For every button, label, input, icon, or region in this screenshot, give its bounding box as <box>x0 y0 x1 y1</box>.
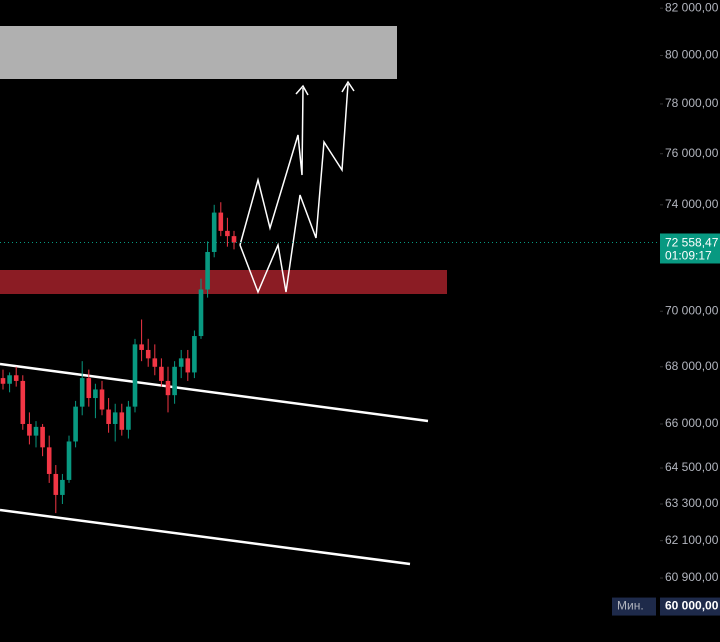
price-label-box <box>660 233 720 264</box>
candle-body <box>33 426 39 436</box>
y-tick-label: 78 000,00 <box>665 96 719 110</box>
candle-body <box>40 426 45 448</box>
y-tick-label: 62 100,00 <box>665 533 719 547</box>
min-value-box <box>660 597 720 616</box>
y-tick-label: 63 300,00 <box>665 496 719 510</box>
candle-body <box>218 212 224 231</box>
candle-body <box>126 406 131 430</box>
candle-body <box>93 389 98 399</box>
y-tick-label: 80 000,00 <box>665 48 719 62</box>
candle-body <box>73 406 78 442</box>
candle-body <box>165 380 171 396</box>
channel-top <box>0 362 429 423</box>
projection-path <box>239 87 304 246</box>
candle-body <box>20 380 26 424</box>
y-tick-label: 76 000,00 <box>665 146 719 160</box>
y-tick-label: 66 000,00 <box>665 416 719 430</box>
candle-body <box>7 375 12 384</box>
y-tick-label: 64 500,00 <box>665 460 719 474</box>
projection-path <box>239 83 349 295</box>
candle-body <box>112 412 118 424</box>
candle-body <box>79 378 85 407</box>
candle-body <box>198 289 204 337</box>
candle-body <box>53 473 59 495</box>
min-tag-box <box>612 597 656 616</box>
candle-body <box>86 378 92 399</box>
candle-body <box>231 236 237 243</box>
candle-body <box>185 358 191 373</box>
candle-body <box>132 344 138 407</box>
candle-body <box>225 230 230 237</box>
min-tag: Мин. <box>617 599 644 613</box>
candle-body <box>13 375 19 381</box>
channel-bottom <box>0 508 411 566</box>
candle-body <box>192 336 197 373</box>
y-tick-label: 74 000,00 <box>665 197 719 211</box>
arrow-head <box>295 84 309 96</box>
candle-body <box>145 349 151 359</box>
arrow-head <box>341 80 355 93</box>
support-zone <box>0 270 447 294</box>
candle-body <box>106 409 111 424</box>
candle-body <box>27 423 32 436</box>
candle-body <box>99 389 105 410</box>
candle-body <box>66 441 72 480</box>
candle-body <box>139 344 144 350</box>
candle-body <box>205 251 210 290</box>
min-value: 60 000,00 <box>665 599 719 613</box>
y-tick-label: 60 900,00 <box>665 570 719 584</box>
target-zone <box>0 26 397 79</box>
countdown: 01:09:17 <box>665 249 712 263</box>
y-tick-label: 82 000,00 <box>665 0 719 14</box>
candle-body <box>211 212 217 252</box>
candle-body <box>46 447 52 474</box>
candle-body <box>119 412 125 430</box>
candle-body <box>178 358 184 367</box>
candle-body <box>152 358 158 367</box>
price-label: 72 558,47 <box>665 236 719 250</box>
candle-body <box>172 366 177 396</box>
candle-body <box>159 366 164 381</box>
candle-body <box>60 479 65 495</box>
y-tick-label: 70 000,00 <box>665 303 719 317</box>
candle-body <box>0 378 6 384</box>
y-tick-label: 68 000,00 <box>665 359 719 373</box>
